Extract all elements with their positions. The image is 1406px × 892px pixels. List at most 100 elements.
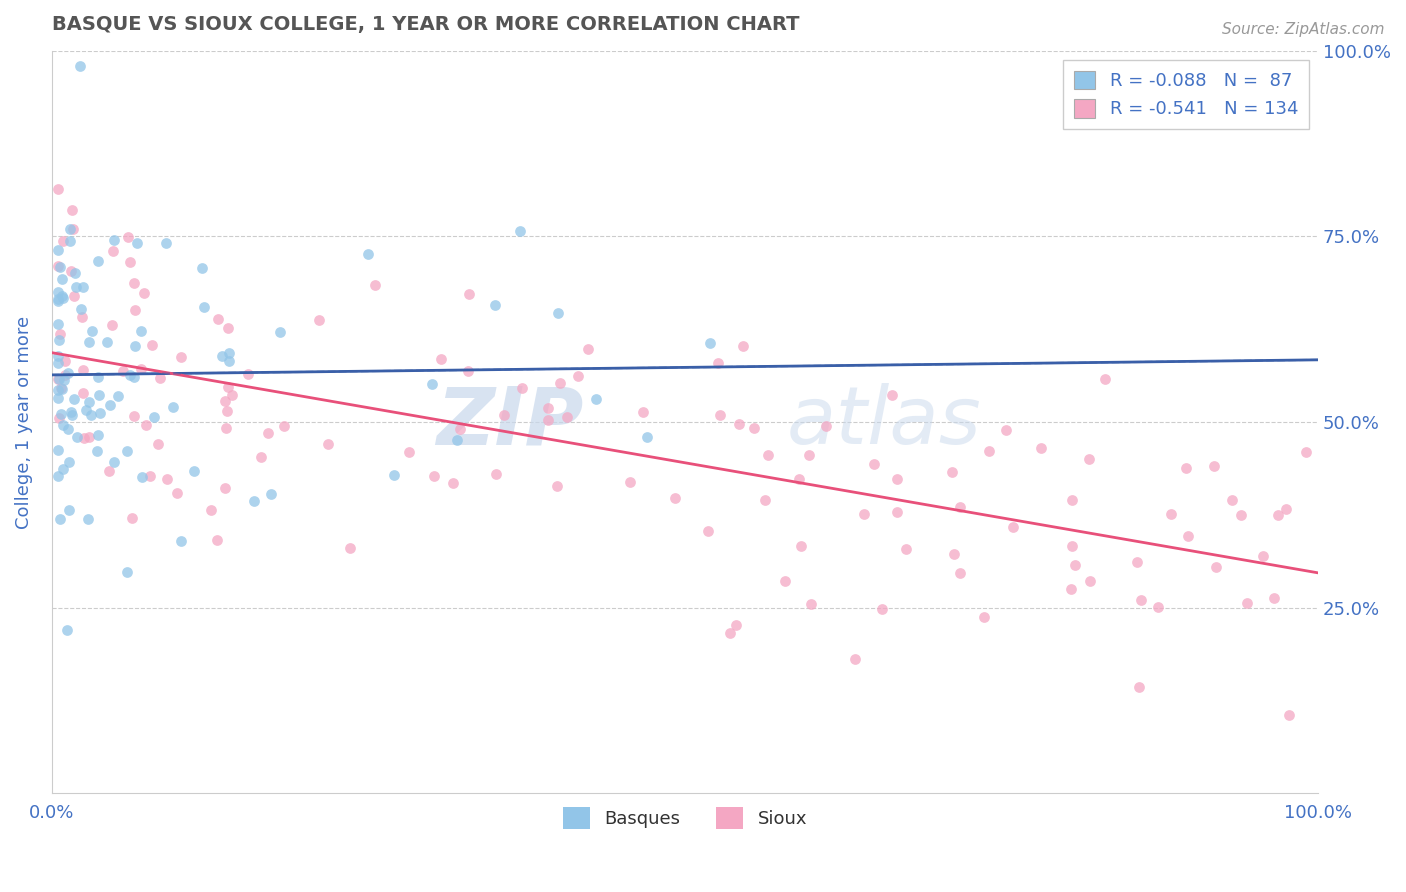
Point <box>567 369 589 384</box>
Point <box>536 401 558 416</box>
Text: ZIP: ZIP <box>436 383 583 461</box>
Point <box>211 349 233 363</box>
Point <box>162 400 184 414</box>
Point <box>52 417 75 432</box>
Point <box>87 428 110 442</box>
Point <box>1031 441 1053 455</box>
Point <box>122 409 145 423</box>
Point <box>56 623 79 637</box>
Point <box>121 510 143 524</box>
Point <box>1094 372 1116 386</box>
Point <box>718 626 741 640</box>
Point <box>75 402 97 417</box>
Point <box>430 352 453 367</box>
Point <box>70 301 93 316</box>
Point <box>457 364 479 378</box>
Point <box>217 380 239 394</box>
Point <box>257 425 280 440</box>
Point <box>1147 599 1170 614</box>
Point <box>218 353 240 368</box>
Point <box>107 389 129 403</box>
Point <box>870 602 893 616</box>
Point <box>193 300 215 314</box>
Point <box>69 59 91 73</box>
Point <box>46 356 69 370</box>
Point <box>59 404 82 418</box>
Point <box>96 334 118 349</box>
Point <box>46 294 69 309</box>
Point <box>357 247 380 261</box>
Point <box>66 430 89 444</box>
Point <box>80 408 103 422</box>
Point <box>63 392 86 406</box>
Point <box>364 277 387 292</box>
Point <box>977 443 1000 458</box>
Point <box>52 292 75 306</box>
Point <box>1130 592 1153 607</box>
Point <box>89 388 111 402</box>
Point <box>118 368 141 382</box>
Point <box>1230 508 1253 522</box>
Point <box>941 465 963 479</box>
Point <box>458 287 481 301</box>
Point <box>135 417 157 432</box>
Point <box>1263 591 1285 605</box>
Point <box>98 464 121 478</box>
Point <box>77 430 100 444</box>
Point <box>1220 492 1243 507</box>
Point <box>46 391 69 405</box>
Point <box>86 444 108 458</box>
Point <box>118 255 141 269</box>
Point <box>49 381 72 395</box>
Text: Source: ZipAtlas.com: Source: ZipAtlas.com <box>1222 22 1385 37</box>
Point <box>52 235 75 249</box>
Point <box>725 618 748 632</box>
Point <box>1236 596 1258 610</box>
Point <box>973 610 995 624</box>
Point <box>56 366 79 380</box>
Point <box>166 485 188 500</box>
Point <box>72 280 94 294</box>
Point <box>537 413 560 427</box>
Point <box>73 431 96 445</box>
Point <box>547 306 569 320</box>
Point <box>709 408 731 422</box>
Point <box>420 377 443 392</box>
Point <box>103 455 125 469</box>
Point <box>995 423 1018 437</box>
Point <box>63 289 86 303</box>
Text: BASQUE VS SIOUX COLLEGE, 1 YEAR OR MORE CORRELATION CHART: BASQUE VS SIOUX COLLEGE, 1 YEAR OR MORE … <box>52 15 799 34</box>
Point <box>70 310 93 324</box>
Point <box>148 437 170 451</box>
Point <box>46 285 69 300</box>
Point <box>53 353 76 368</box>
Point <box>441 475 464 490</box>
Point <box>60 409 83 423</box>
Point <box>87 369 110 384</box>
Point <box>1077 452 1099 467</box>
Point <box>115 444 138 458</box>
Point <box>214 393 236 408</box>
Legend: Basques, Sioux: Basques, Sioux <box>555 800 814 837</box>
Point <box>243 493 266 508</box>
Point <box>1251 549 1274 564</box>
Point <box>134 285 156 300</box>
Point <box>1267 508 1289 522</box>
Point <box>60 202 83 217</box>
Point <box>1060 492 1083 507</box>
Point <box>733 339 755 353</box>
Point <box>48 372 70 386</box>
Point <box>52 374 75 388</box>
Point <box>117 565 139 579</box>
Point <box>51 289 73 303</box>
Point <box>382 467 405 482</box>
Point <box>1202 459 1225 474</box>
Point <box>1278 707 1301 722</box>
Point <box>46 372 69 386</box>
Point <box>155 235 177 250</box>
Point <box>51 407 73 421</box>
Point <box>576 342 599 356</box>
Point <box>101 318 124 333</box>
Point <box>124 339 146 353</box>
Point <box>77 511 100 525</box>
